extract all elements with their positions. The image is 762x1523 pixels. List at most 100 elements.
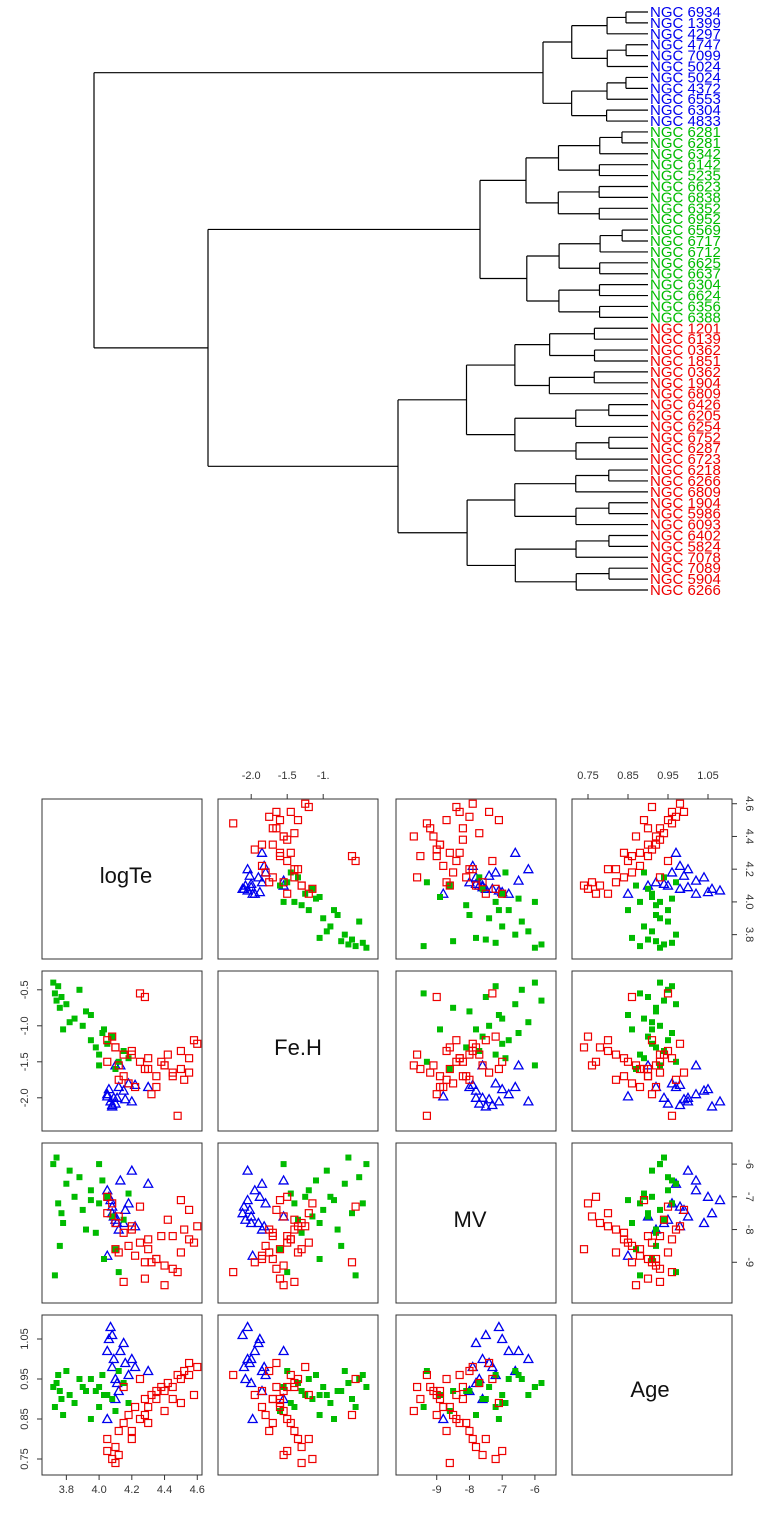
data-point-cluster1 <box>658 878 670 889</box>
data-point-cluster2 <box>96 1200 103 1207</box>
data-point-cluster2 <box>665 1187 671 1194</box>
data-point-cluster2 <box>463 902 470 909</box>
data-point-cluster2 <box>657 1206 663 1213</box>
data-point-cluster3 <box>176 1064 186 1074</box>
data-point-cluster2 <box>363 1384 370 1390</box>
data-point-cluster1 <box>706 1207 718 1218</box>
data-point-cluster2 <box>298 1388 305 1394</box>
data-point-cluster1 <box>277 1174 290 1185</box>
data-point-cluster3 <box>491 1032 500 1041</box>
leaf-label: NGC 1851 <box>650 353 721 370</box>
data-point-cluster2 <box>96 1161 103 1168</box>
data-point-cluster2 <box>323 1167 330 1174</box>
data-point-cluster3 <box>412 1050 422 1059</box>
data-point-cluster3 <box>193 1362 202 1372</box>
leaf-label: NGC 6266 <box>650 473 721 490</box>
data-point-cluster3 <box>286 807 295 817</box>
tick-label: 4.4 <box>157 1484 172 1496</box>
data-point-cluster1 <box>252 1217 265 1228</box>
tick-label: 4.0 <box>91 1484 106 1496</box>
data-point-cluster1 <box>678 869 690 880</box>
data-point-cluster2 <box>486 915 493 922</box>
data-point-cluster2 <box>316 1412 323 1418</box>
data-point-cluster2 <box>104 1193 111 1200</box>
data-point-cluster3 <box>257 1386 267 1396</box>
data-point-cluster2 <box>352 943 359 950</box>
data-point-cluster2 <box>327 923 334 930</box>
data-point-cluster2 <box>316 894 323 900</box>
data-point-cluster3 <box>189 1390 199 1400</box>
data-point-cluster3 <box>304 1209 313 1218</box>
data-point-cluster3 <box>144 1054 153 1063</box>
data-point-cluster1 <box>670 1081 682 1092</box>
data-point-cluster1 <box>256 1177 268 1188</box>
data-point-cluster2 <box>334 912 341 918</box>
data-point-cluster1 <box>706 1100 718 1111</box>
data-point-cluster1 <box>241 1164 254 1175</box>
data-point-cluster3 <box>491 1454 500 1464</box>
data-point-cluster3 <box>663 1202 673 1211</box>
data-point-cluster2 <box>92 1388 99 1394</box>
data-point-cluster3 <box>279 1281 288 1290</box>
data-point-cluster3 <box>579 881 589 890</box>
data-point-cluster2 <box>327 1400 334 1406</box>
data-point-cluster2 <box>66 1019 73 1026</box>
data-point-cluster2 <box>525 1392 532 1398</box>
data-point-cluster2 <box>309 885 316 892</box>
data-point-cluster1 <box>247 887 259 898</box>
data-point-cluster3 <box>442 878 451 887</box>
data-point-cluster2 <box>476 1380 483 1386</box>
data-point-cluster3 <box>445 1458 454 1468</box>
data-point-cluster3 <box>422 1111 432 1120</box>
data-point-cluster3 <box>627 868 637 877</box>
data-point-cluster3 <box>265 1366 274 1376</box>
data-point-cluster3 <box>257 1402 267 1412</box>
leaf-label: NGC 6342 <box>650 146 721 163</box>
data-point-cluster3 <box>160 1061 169 1070</box>
panel-frame <box>571 1142 733 1304</box>
data-point-cluster2 <box>87 1416 94 1422</box>
data-point-cluster2 <box>669 939 675 946</box>
data-point-cluster3 <box>130 1251 140 1260</box>
data-point-cluster2 <box>101 1256 107 1262</box>
data-point-cluster1 <box>236 882 249 893</box>
leaf-label: NGC 6287 <box>650 440 721 457</box>
data-point-cluster2 <box>515 1030 522 1036</box>
data-point-cluster2 <box>63 1180 70 1187</box>
data-point-cluster3 <box>275 815 285 825</box>
data-point-cluster3 <box>667 1267 677 1277</box>
data-point-cluster3 <box>671 812 681 821</box>
data-point-cluster2 <box>629 1220 635 1226</box>
data-point-cluster2 <box>313 1177 319 1184</box>
data-point-cluster2 <box>338 1242 345 1249</box>
data-point-cluster2 <box>316 1220 323 1226</box>
data-point-cluster2 <box>538 997 545 1004</box>
data-point-cluster3 <box>147 1090 156 1099</box>
data-point-cluster3 <box>635 861 645 871</box>
data-point-cluster3 <box>659 1215 669 1224</box>
data-point-cluster3 <box>103 1057 112 1066</box>
data-point-cluster3 <box>498 889 507 898</box>
data-point-cluster1 <box>129 1361 141 1372</box>
data-point-cluster2 <box>60 1220 67 1226</box>
leaf-label: NGC 6952 <box>650 211 721 228</box>
data-point-cluster3 <box>458 1072 468 1081</box>
leaf-label: NGC 7078 <box>650 549 721 566</box>
tick-label: 4.2 <box>743 862 755 877</box>
data-point-cluster2 <box>349 936 355 943</box>
data-point-cluster2 <box>352 1404 359 1410</box>
data-point-cluster1 <box>682 881 694 892</box>
data-point-cluster1 <box>245 1210 257 1221</box>
data-point-cluster1 <box>101 1413 113 1424</box>
data-point-cluster1 <box>714 884 726 895</box>
data-point-cluster1 <box>522 863 534 874</box>
data-point-cluster3 <box>160 1261 169 1270</box>
tick-label: -2.0 <box>19 1088 31 1107</box>
data-point-cluster2 <box>125 1400 132 1406</box>
data-point-cluster2 <box>637 1051 643 1058</box>
data-point-cluster2 <box>673 1180 679 1187</box>
tick-label: -6 <box>743 1159 755 1169</box>
leaf-label: NGC 6569 <box>650 222 721 239</box>
diag-label-Age: Age <box>630 1377 669 1402</box>
leaf-label: NGC 7099 <box>650 48 721 65</box>
